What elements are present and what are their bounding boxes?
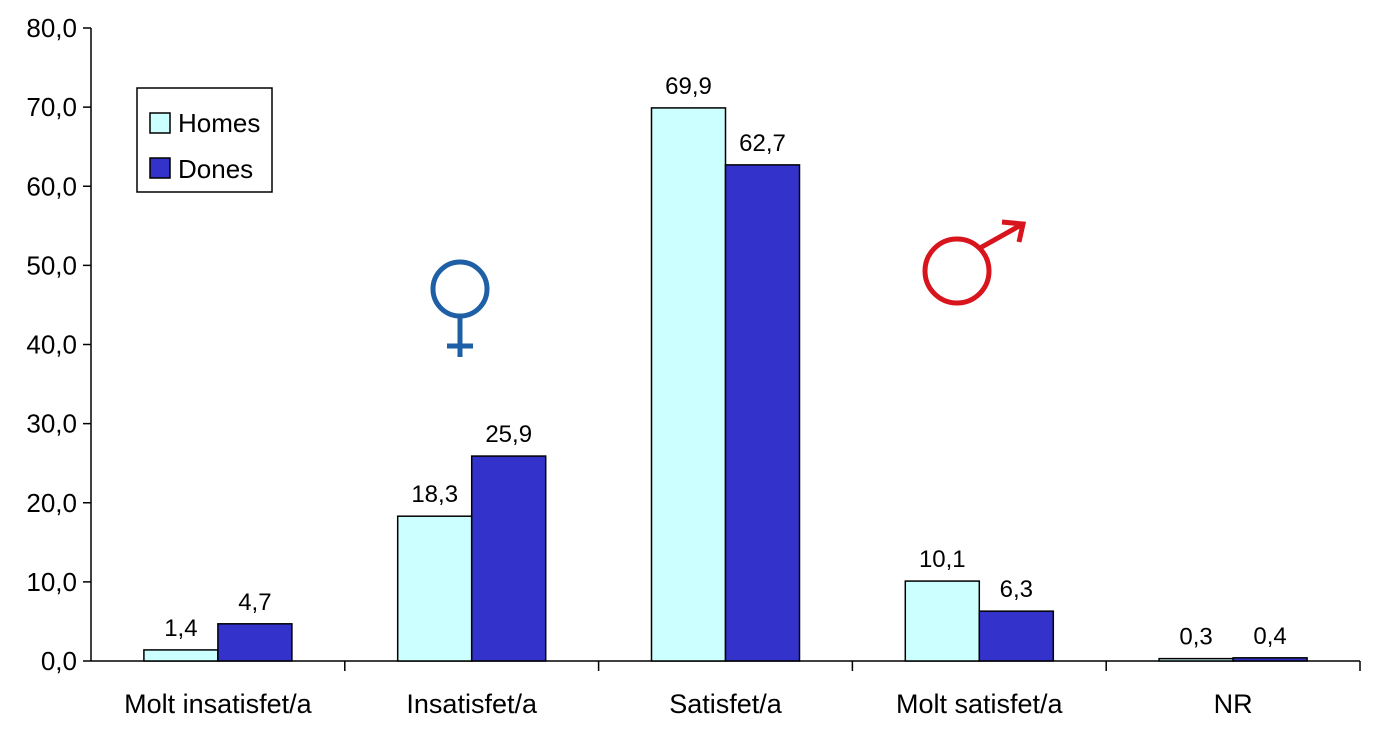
bar-homes bbox=[1159, 659, 1233, 661]
y-ticks: 0,0 10,0 20,0 30,0 40,0 50,0 60,0 70,0 80,0 bbox=[26, 13, 91, 676]
y-tick-label: 40,0 bbox=[26, 330, 77, 360]
category-label: Satisfet/a bbox=[669, 689, 783, 719]
y-tick-label: 0,0 bbox=[41, 646, 77, 676]
male-symbol-icon bbox=[925, 222, 1023, 303]
data-label-homes: 10,1 bbox=[919, 546, 966, 573]
bar-dones bbox=[472, 456, 546, 661]
data-label-dones: 4,7 bbox=[238, 589, 271, 616]
bar-dones bbox=[218, 624, 292, 661]
legend-swatch-dones bbox=[150, 158, 170, 178]
bar-dones bbox=[726, 165, 800, 661]
y-tick-label: 20,0 bbox=[26, 488, 77, 518]
y-tick-label: 30,0 bbox=[26, 409, 77, 439]
bar-homes bbox=[905, 581, 979, 661]
data-label-dones: 0,4 bbox=[1253, 623, 1286, 650]
y-tick-label: 50,0 bbox=[26, 250, 77, 280]
category-label: Molt satisfet/a bbox=[896, 689, 1064, 719]
category-label: Molt insatisfet/a bbox=[124, 689, 313, 719]
data-label-homes: 0,3 bbox=[1179, 624, 1212, 651]
data-label-homes: 69,9 bbox=[665, 73, 712, 100]
legend-label-homes: Homes bbox=[178, 108, 260, 138]
data-label-dones: 25,9 bbox=[485, 421, 532, 448]
legend-swatch-homes bbox=[150, 113, 170, 133]
bar-homes bbox=[144, 650, 218, 661]
data-label-homes: 18,3 bbox=[411, 481, 458, 508]
bar-homes bbox=[398, 516, 472, 661]
y-tick-label: 60,0 bbox=[26, 171, 77, 201]
bar-dones bbox=[979, 611, 1053, 661]
data-label-homes: 1,4 bbox=[164, 615, 197, 642]
data-label-dones: 62,7 bbox=[739, 130, 786, 157]
category-labels: Molt insatisfet/a Insatisfet/a Satisfet/a M… bbox=[124, 689, 1252, 719]
x-ticks bbox=[345, 661, 1360, 671]
bar-dones bbox=[1233, 658, 1307, 661]
legend-label-dones: Dones bbox=[178, 154, 253, 184]
y-tick-label: 70,0 bbox=[26, 92, 77, 122]
y-tick-label: 10,0 bbox=[26, 567, 77, 597]
bar-homes bbox=[652, 108, 726, 661]
category-label: NR bbox=[1214, 689, 1253, 719]
female-symbol-icon bbox=[433, 262, 487, 357]
y-tick-label: 80,0 bbox=[26, 13, 77, 43]
bars bbox=[144, 108, 1307, 661]
legend: Homes Dones bbox=[137, 88, 272, 192]
data-label-dones: 6,3 bbox=[1000, 576, 1033, 603]
category-label: Insatisfet/a bbox=[406, 689, 538, 719]
